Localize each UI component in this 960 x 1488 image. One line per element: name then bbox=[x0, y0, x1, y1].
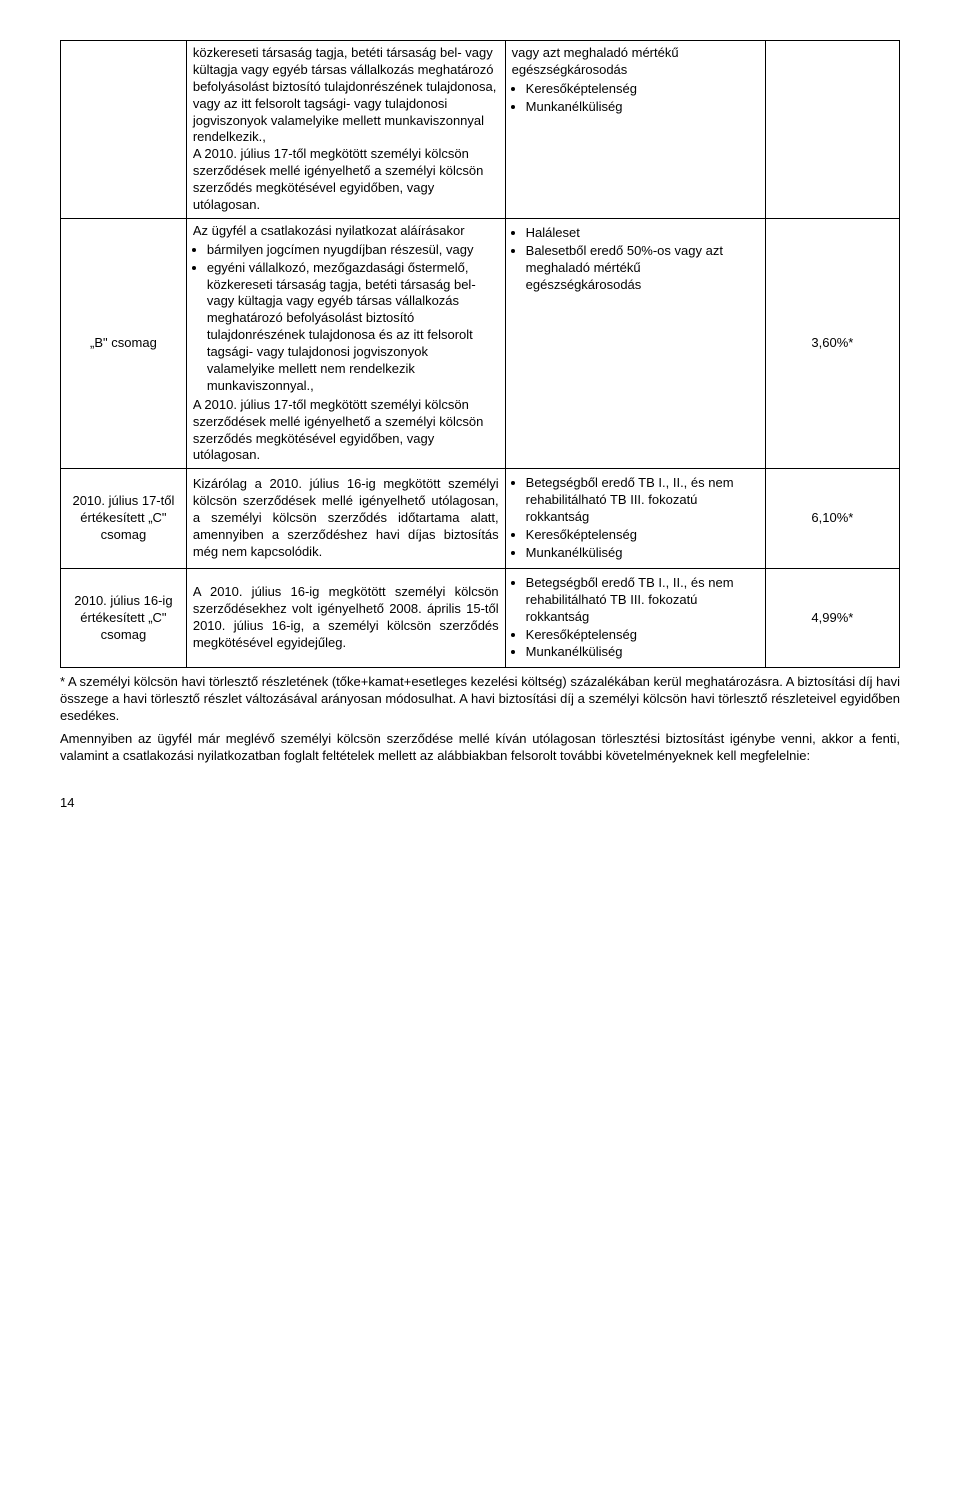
list-item: Keresőképtelenség bbox=[526, 81, 759, 98]
list-item: Betegségből eredő TB I., II., és nem reh… bbox=[526, 575, 759, 626]
cell-text: Az ügyfél a csatlakozási nyilatkozat alá… bbox=[193, 223, 465, 238]
cell-coverage: Haláleset Balesetből eredő 50%-os vagy a… bbox=[505, 218, 765, 468]
cell-text: vagy azt meghaladó mértékű egészségkáros… bbox=[512, 45, 679, 77]
page-number: 14 bbox=[60, 795, 900, 812]
cell-description: Kizárólag a 2010. július 16-ig megkötött… bbox=[186, 469, 505, 568]
cell-text: közkereseti társaság tagja, betéti társa… bbox=[193, 45, 497, 144]
cell-description: A 2010. július 16-ig megkötött személyi … bbox=[186, 568, 505, 667]
cell-rate bbox=[765, 41, 899, 219]
footnote-text: * A személyi kölcsön havi törlesztő rész… bbox=[60, 674, 900, 725]
cell-package: 2010. július 16-ig értékesített „C" csom… bbox=[61, 568, 187, 667]
table-row: közkereseti társaság tagja, betéti társa… bbox=[61, 41, 900, 219]
cell-text: A 2010. július 17-től megkötött személyi… bbox=[193, 146, 483, 212]
list-item: Balesetből eredő 50%-os vagy azt meghala… bbox=[526, 243, 759, 294]
cell-coverage: Betegségből eredő TB I., II., és nem reh… bbox=[505, 469, 765, 568]
list-item: Betegségből eredő TB I., II., és nem reh… bbox=[526, 475, 759, 526]
list-item: bármilyen jogcímen nyugdíjban részesül, … bbox=[207, 242, 499, 259]
cell-package bbox=[61, 41, 187, 219]
cell-coverage: Betegségből eredő TB I., II., és nem reh… bbox=[505, 568, 765, 667]
table-row: „B" csomag Az ügyfél a csatlakozási nyil… bbox=[61, 218, 900, 468]
list-item: Haláleset bbox=[526, 225, 759, 242]
list-item: egyéni vállalkozó, mezőgazdasági ősterme… bbox=[207, 260, 499, 395]
cell-text: Kizárólag a 2010. július 16-ig megkötött… bbox=[193, 476, 499, 559]
cell-description: Az ügyfél a csatlakozási nyilatkozat alá… bbox=[186, 218, 505, 468]
cell-package: „B" csomag bbox=[61, 218, 187, 468]
insurance-packages-table: közkereseti társaság tagja, betéti társa… bbox=[60, 40, 900, 668]
cell-package: 2010. július 17-től értékesített „C" cso… bbox=[61, 469, 187, 568]
list-item: Keresőképtelenség bbox=[526, 527, 759, 544]
table-row: 2010. július 17-től értékesített „C" cso… bbox=[61, 469, 900, 568]
list-item: Munkanélküliség bbox=[526, 99, 759, 116]
table-row: 2010. július 16-ig értékesített „C" csom… bbox=[61, 568, 900, 667]
cell-text: A 2010. július 17-től megkötött személyi… bbox=[193, 397, 483, 463]
list-item: Keresőképtelenség bbox=[526, 627, 759, 644]
paragraph-text: Amennyiben az ügyfél már meglévő személy… bbox=[60, 731, 900, 765]
list-item: Munkanélküliség bbox=[526, 644, 759, 661]
cell-rate: 6,10%* bbox=[765, 469, 899, 568]
cell-rate: 3,60%* bbox=[765, 218, 899, 468]
cell-text: A 2010. július 16-ig megkötött személyi … bbox=[193, 584, 499, 650]
cell-rate: 4,99%* bbox=[765, 568, 899, 667]
cell-coverage: vagy azt meghaladó mértékű egészségkáros… bbox=[505, 41, 765, 219]
list-item: Munkanélküliség bbox=[526, 545, 759, 562]
cell-description: közkereseti társaság tagja, betéti társa… bbox=[186, 41, 505, 219]
